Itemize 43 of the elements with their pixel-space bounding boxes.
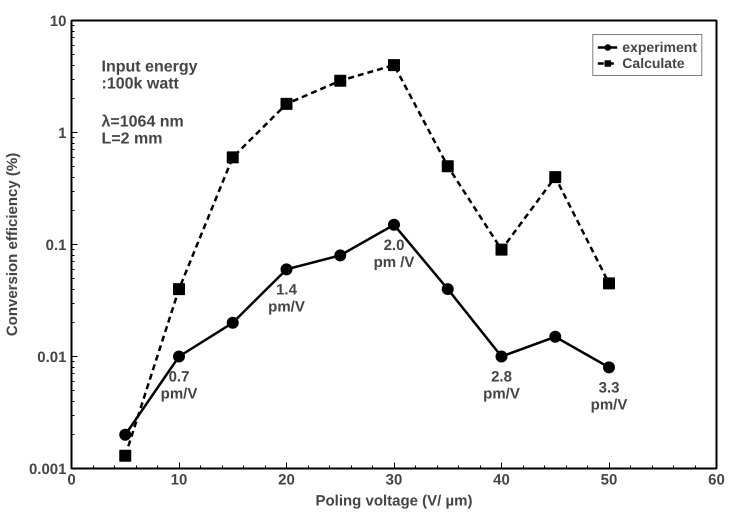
annotation: 3.3 pm/V <box>590 379 628 414</box>
point <box>119 450 132 462</box>
annotation: Input energy :100k watt <box>102 58 198 92</box>
y-tick-label: 0.01 <box>37 349 67 366</box>
x-axis-title: Poling voltage (V/ µm) <box>316 492 473 510</box>
point <box>388 218 400 231</box>
point <box>442 160 454 172</box>
annotation: 2.0 pm /V <box>374 236 414 271</box>
y-tick-label: 0.001 <box>28 461 67 478</box>
legend-label: experiment <box>622 39 697 55</box>
point <box>496 350 508 362</box>
point <box>388 59 400 72</box>
legend-label: Calculate <box>622 55 685 71</box>
point <box>334 249 346 262</box>
point <box>334 74 346 87</box>
y-tick-label: 1 <box>58 125 66 142</box>
y-tick-label: 10 <box>50 13 67 30</box>
annotation: λ=1064 nm L=2 mm <box>102 114 184 148</box>
point <box>603 277 615 290</box>
annotation: 0.7 pm/V <box>160 368 198 402</box>
x-tick-label: 20 <box>278 472 295 488</box>
point <box>173 283 185 296</box>
point <box>226 316 239 329</box>
x-tick-label: 50 <box>600 472 618 488</box>
y-tick-label: 0.1 <box>46 237 67 254</box>
point <box>442 283 454 296</box>
point <box>119 428 132 441</box>
x-tick-label: 40 <box>493 472 510 488</box>
point <box>496 244 508 256</box>
point <box>226 151 239 164</box>
x-tick-label: 60 <box>708 472 725 488</box>
point <box>549 171 562 184</box>
annotation: 2.8 pm/V <box>483 368 520 402</box>
point <box>280 98 292 110</box>
x-tick-label: 10 <box>170 472 188 488</box>
x-tick-label: 0 <box>67 472 76 488</box>
annotation: 1.4 pm/V <box>268 281 305 316</box>
point <box>603 361 615 374</box>
point <box>173 350 185 362</box>
y-axis-title: Conversion efficiency (%) <box>4 152 21 336</box>
point <box>549 330 562 343</box>
x-tick-label: 30 <box>386 472 402 488</box>
point <box>280 263 292 276</box>
